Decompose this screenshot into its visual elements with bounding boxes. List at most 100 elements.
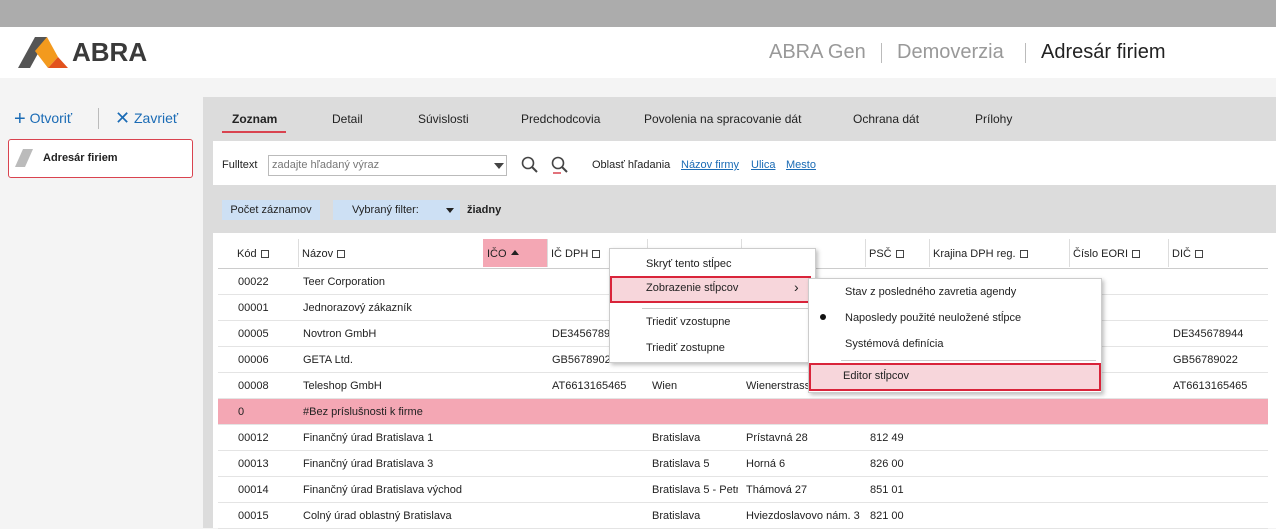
table-cell: 0 [238, 406, 245, 418]
table-row[interactable] [218, 451, 1268, 477]
area-link[interactable]: Ulica [751, 159, 776, 171]
table-cell: 826 00 [870, 458, 904, 470]
table-cell: Finančný úrad Bratislava 1 [303, 432, 434, 444]
tab[interactable]: Zoznam [232, 112, 278, 126]
table-cell: 00022 [238, 276, 269, 288]
column-header[interactable]: IČ DPH [551, 241, 645, 267]
filter-icon [1194, 250, 1203, 259]
tab[interactable]: Povolenia na spracovanie dát [644, 112, 802, 126]
tab[interactable]: Prílohy [975, 112, 1013, 126]
menu-item[interactable]: Stav z posledného zavretia agendy [845, 286, 1017, 298]
menu-item[interactable]: Skryť tento stĺpec [646, 258, 732, 270]
table-cell: Hviezdoslavovo nám. 3 [746, 510, 860, 522]
menu-separator [642, 308, 812, 309]
table-cell: GB56789022 [552, 354, 617, 366]
table-row[interactable] [218, 425, 1268, 451]
bullet [820, 314, 826, 320]
column-header[interactable]: IČO [487, 241, 545, 267]
menu-item[interactable]: Triediť vzostupne [646, 316, 731, 328]
header-label: DIČ [1172, 248, 1191, 260]
table-cell: 00015 [238, 510, 269, 522]
table-cell: 00006 [238, 354, 269, 366]
label: Otvoriť [29, 110, 73, 126]
tab[interactable]: Ochrana dát [853, 112, 920, 126]
submenu-arrow: › [794, 279, 799, 295]
table-cell: 851 01 [870, 484, 904, 496]
table-row[interactable] [218, 399, 1268, 425]
breadcrumb: Adresár firiem [1041, 41, 1166, 63]
agenda-tab[interactable]: Adresár firiem [8, 139, 193, 178]
dropdown-arrow [446, 208, 454, 217]
separator [98, 108, 99, 129]
header-label: Názov [302, 248, 334, 260]
table-cell: 00001 [238, 302, 269, 314]
menu-item-highlight[interactable]: Editor stĺpcov [809, 363, 1101, 391]
filter-value: žiadny [467, 204, 502, 216]
table-cell: Colný úrad oblastný Bratislava [303, 510, 452, 522]
advanced-search-icon[interactable] [551, 156, 569, 174]
column-header[interactable]: PSČ [869, 241, 927, 267]
filter-icon [260, 250, 269, 259]
search-icon[interactable] [521, 156, 539, 174]
table-cell: Prístavná 28 [746, 432, 808, 444]
table-cell: Bratislava 5 [652, 458, 710, 470]
menu-item: Editor stĺpcov [843, 370, 910, 382]
separator [881, 43, 882, 63]
table-cell: Bratislava [652, 510, 701, 522]
label: Zavrieť [133, 110, 179, 126]
table-cell: DE345678944 [1173, 328, 1244, 340]
table-cell: Teleshop GmbH [303, 380, 382, 392]
column-header[interactable]: Kód [237, 241, 296, 267]
table-cell: 812 49 [870, 432, 904, 444]
table-cell: 00014 [238, 484, 269, 496]
table-cell: GETA Ltd. [303, 354, 353, 366]
filter-dropdown[interactable]: Vybraný filter: [333, 200, 460, 220]
area-label: Oblasť hľadania [592, 159, 671, 171]
column-header[interactable]: Číslo EORI [1073, 241, 1166, 267]
menu-item-highlight[interactable]: Zobrazenie stĺpcov › [610, 276, 811, 303]
submenu: Stav z posledného zavretia agendy Naposl… [808, 278, 1102, 393]
menu-separator [841, 360, 1096, 361]
table-cell: AT6613165465 [552, 380, 627, 392]
header: ABRA ABRA Gen Demoverzia Adresár firiem [0, 27, 1276, 78]
table-cell: #Bez príslušnosti k firme [303, 406, 423, 418]
search-bar: Fulltext zadajte hľadaný výraz Oblasť hľ… [213, 141, 1276, 185]
column-separator [547, 239, 548, 267]
table-row[interactable] [218, 477, 1268, 503]
table-cell: Bratislava [652, 432, 701, 444]
close-button[interactable]: ✕ Zavrieť [115, 108, 179, 128]
open-button[interactable]: + Otvoriť [14, 108, 73, 130]
column-separator [865, 239, 866, 267]
area-link[interactable]: Mesto [786, 159, 816, 171]
table-cell: 00012 [238, 432, 269, 444]
separator [1025, 43, 1026, 63]
sort-arrow [510, 246, 519, 255]
header-label: PSČ [869, 248, 892, 260]
menu-item[interactable]: Naposledy použité neuložené stĺpce [845, 312, 1022, 324]
logo-text: ABRA [72, 37, 148, 67]
column-header[interactable]: DIČ [1172, 241, 1268, 267]
menu-item[interactable]: Systémová definícia [845, 338, 944, 350]
table-row[interactable] [218, 347, 1268, 373]
table-cell: 821 00 [870, 510, 904, 522]
breadcrumb[interactable]: ABRA Gen [769, 41, 866, 63]
header-label: IČ DPH [551, 248, 589, 260]
menu-item[interactable]: Triediť zostupne [646, 342, 725, 354]
area-link[interactable]: Názov firmy [681, 159, 740, 171]
column-header[interactable]: Názov [302, 241, 481, 267]
column-header[interactable]: Krajina DPH reg. [933, 241, 1067, 267]
filter-icon [895, 250, 904, 259]
table-cell: GB56789022 [1173, 354, 1238, 366]
filter-icon [1132, 250, 1141, 259]
search-input[interactable]: zadajte hľadaný výraz [268, 155, 507, 176]
tab[interactable]: Predchodcovia [521, 112, 601, 126]
dropdown-arrow [494, 163, 504, 174]
table-row[interactable] [218, 373, 1268, 399]
count-button[interactable]: Počet záznamov [222, 200, 320, 220]
logo-icon [18, 37, 68, 68]
breadcrumb[interactable]: Demoverzia [897, 41, 1004, 63]
tab[interactable]: Detail [332, 112, 363, 126]
tab[interactable]: Súvislosti [418, 112, 469, 126]
header-label: Krajina DPH reg. [933, 248, 1016, 260]
